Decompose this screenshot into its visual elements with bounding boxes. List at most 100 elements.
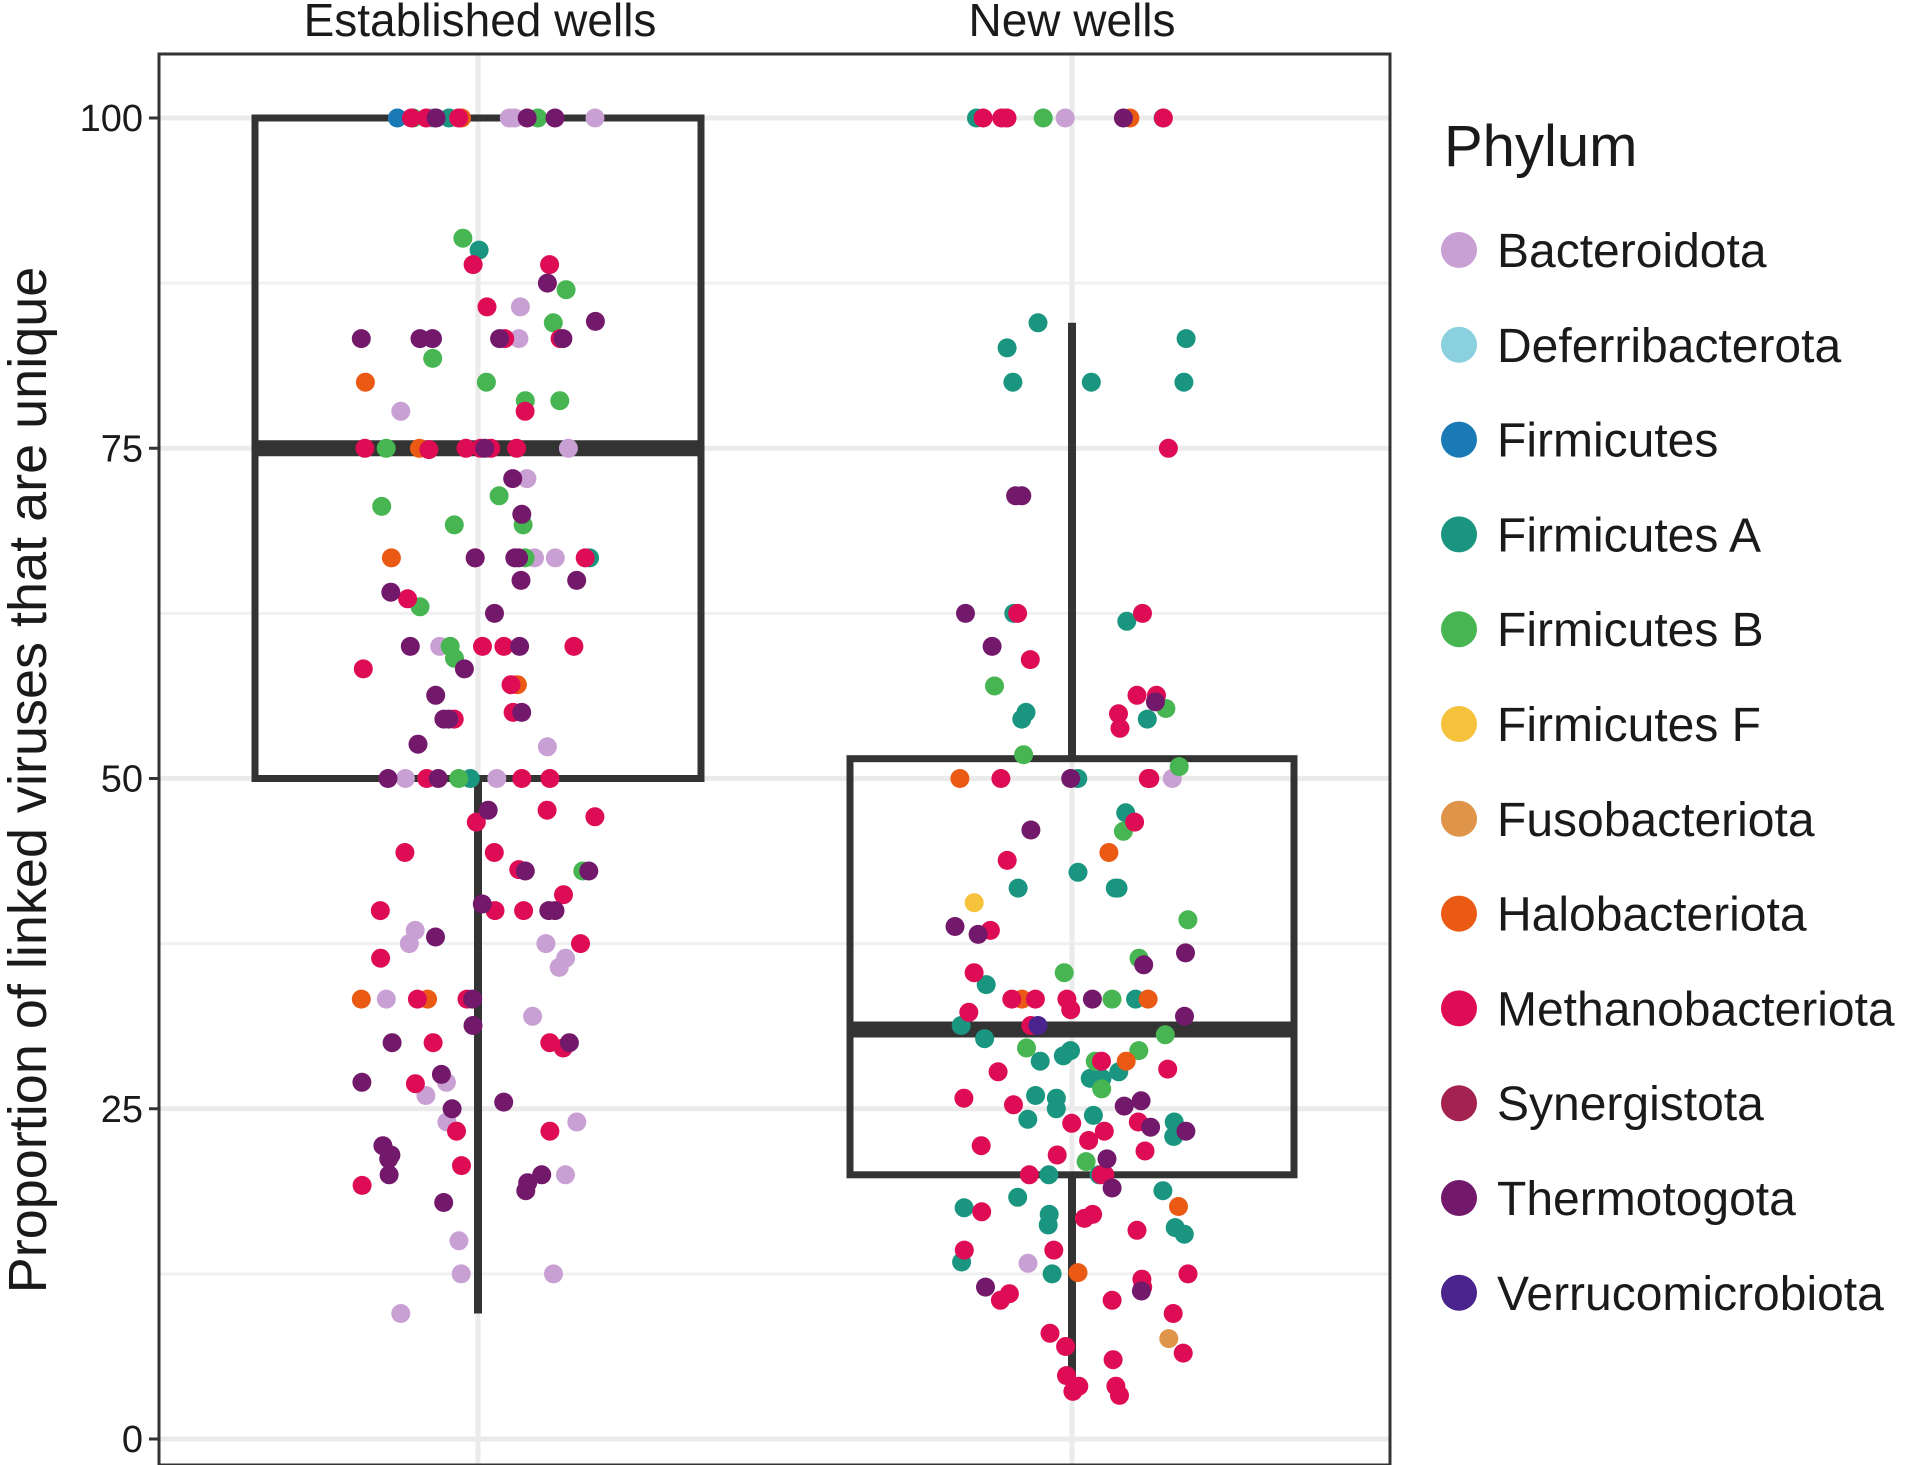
data-point <box>1174 1224 1194 1244</box>
legend: Bacteroidota Deferribacterota Firmicutes Fi… <box>1441 225 1895 1321</box>
data-point <box>400 636 420 656</box>
data-point <box>1117 611 1137 631</box>
data-point <box>537 737 557 757</box>
data-point <box>1137 709 1157 729</box>
data-point <box>975 1029 995 1049</box>
legend-key <box>1441 895 1477 932</box>
data-point <box>376 438 396 458</box>
data-point <box>1102 1178 1122 1198</box>
data-point <box>355 438 375 458</box>
data-point <box>1018 1109 1038 1129</box>
data-point <box>478 800 498 820</box>
data-point <box>1061 769 1081 788</box>
data-point <box>554 885 573 905</box>
data-point <box>556 1165 575 1185</box>
data-point <box>379 1149 399 1169</box>
data-point <box>515 401 535 421</box>
data-point <box>1099 843 1119 862</box>
data-point <box>476 372 496 392</box>
data-point <box>1176 1121 1196 1141</box>
data-point <box>434 1193 454 1212</box>
data-point <box>371 948 391 968</box>
data-point <box>968 924 988 944</box>
data-point <box>585 311 605 331</box>
legend-key <box>1441 1085 1477 1122</box>
data-point <box>449 1231 469 1251</box>
data-point <box>567 1112 587 1132</box>
data-point <box>355 372 375 392</box>
data-point <box>351 329 371 349</box>
legend-key <box>1441 800 1477 837</box>
data-point <box>391 401 411 421</box>
data-point <box>532 1165 552 1185</box>
data-point <box>1082 989 1102 1009</box>
data-point <box>1097 1149 1117 1169</box>
data-point <box>1176 943 1195 963</box>
data-point <box>1068 862 1088 882</box>
data-point <box>1163 1304 1183 1323</box>
data-point <box>407 989 427 1009</box>
data-point <box>950 769 970 788</box>
data-point <box>405 1074 425 1094</box>
data-point <box>381 582 401 602</box>
data-point <box>1127 685 1147 705</box>
data-point <box>549 957 569 977</box>
data-point <box>1127 1220 1147 1240</box>
data-point <box>447 1121 466 1141</box>
legend-label: Bacteroidota <box>1497 225 1767 278</box>
data-point <box>988 1062 1008 1082</box>
data-point <box>1131 1281 1151 1301</box>
data-point <box>539 901 559 921</box>
data-point <box>449 108 469 128</box>
data-point <box>1153 1181 1173 1201</box>
data-point <box>408 734 428 754</box>
data-point <box>442 1099 462 1119</box>
legend-label: Halobacteriota <box>1497 889 1807 942</box>
data-point <box>510 636 530 656</box>
y-tick-label: 25 <box>101 1089 143 1131</box>
data-point <box>499 108 519 128</box>
data-point <box>1131 1091 1151 1111</box>
data-point <box>1017 1038 1036 1058</box>
data-point <box>1092 1079 1112 1099</box>
data-point <box>439 709 459 729</box>
data-point <box>449 769 469 788</box>
data-point <box>1169 757 1189 777</box>
data-point <box>401 108 421 128</box>
data-point <box>537 800 557 820</box>
legend-key <box>1441 421 1477 458</box>
data-point <box>1003 372 1023 392</box>
data-point <box>1081 372 1101 392</box>
data-point <box>444 515 464 535</box>
data-point <box>585 807 605 827</box>
data-point <box>494 636 514 656</box>
data-point <box>1028 313 1048 333</box>
data-point <box>1175 1006 1194 1026</box>
data-point <box>523 1006 543 1026</box>
legend-title: Phylum <box>1444 114 1637 179</box>
legend-label: Firmicutes <box>1497 415 1718 468</box>
data-point <box>997 108 1017 128</box>
data-point <box>1091 1165 1111 1185</box>
box-iqr <box>846 755 1298 1179</box>
y-tick-label: 100 <box>80 98 143 140</box>
data-point <box>494 1092 514 1112</box>
legend-label: Methanobacteriota <box>1497 983 1895 1036</box>
data-point <box>426 685 446 705</box>
data-point <box>1129 1041 1149 1061</box>
data-point <box>1008 1187 1028 1207</box>
data-point <box>1044 1240 1064 1260</box>
data-point <box>1040 1323 1060 1343</box>
data-point <box>484 843 504 862</box>
data-point <box>379 1165 399 1185</box>
data-point <box>1004 1095 1023 1115</box>
data-point <box>1083 1105 1103 1125</box>
data-point <box>1025 989 1045 1009</box>
data-point <box>517 108 537 128</box>
data-point <box>1006 486 1026 506</box>
data-point <box>543 313 563 333</box>
data-point <box>512 769 532 788</box>
y-axis-title: Proportion of linked viruses that are un… <box>0 267 58 1294</box>
data-point <box>1169 1197 1188 1216</box>
y-tick-label: 50 <box>101 759 143 801</box>
